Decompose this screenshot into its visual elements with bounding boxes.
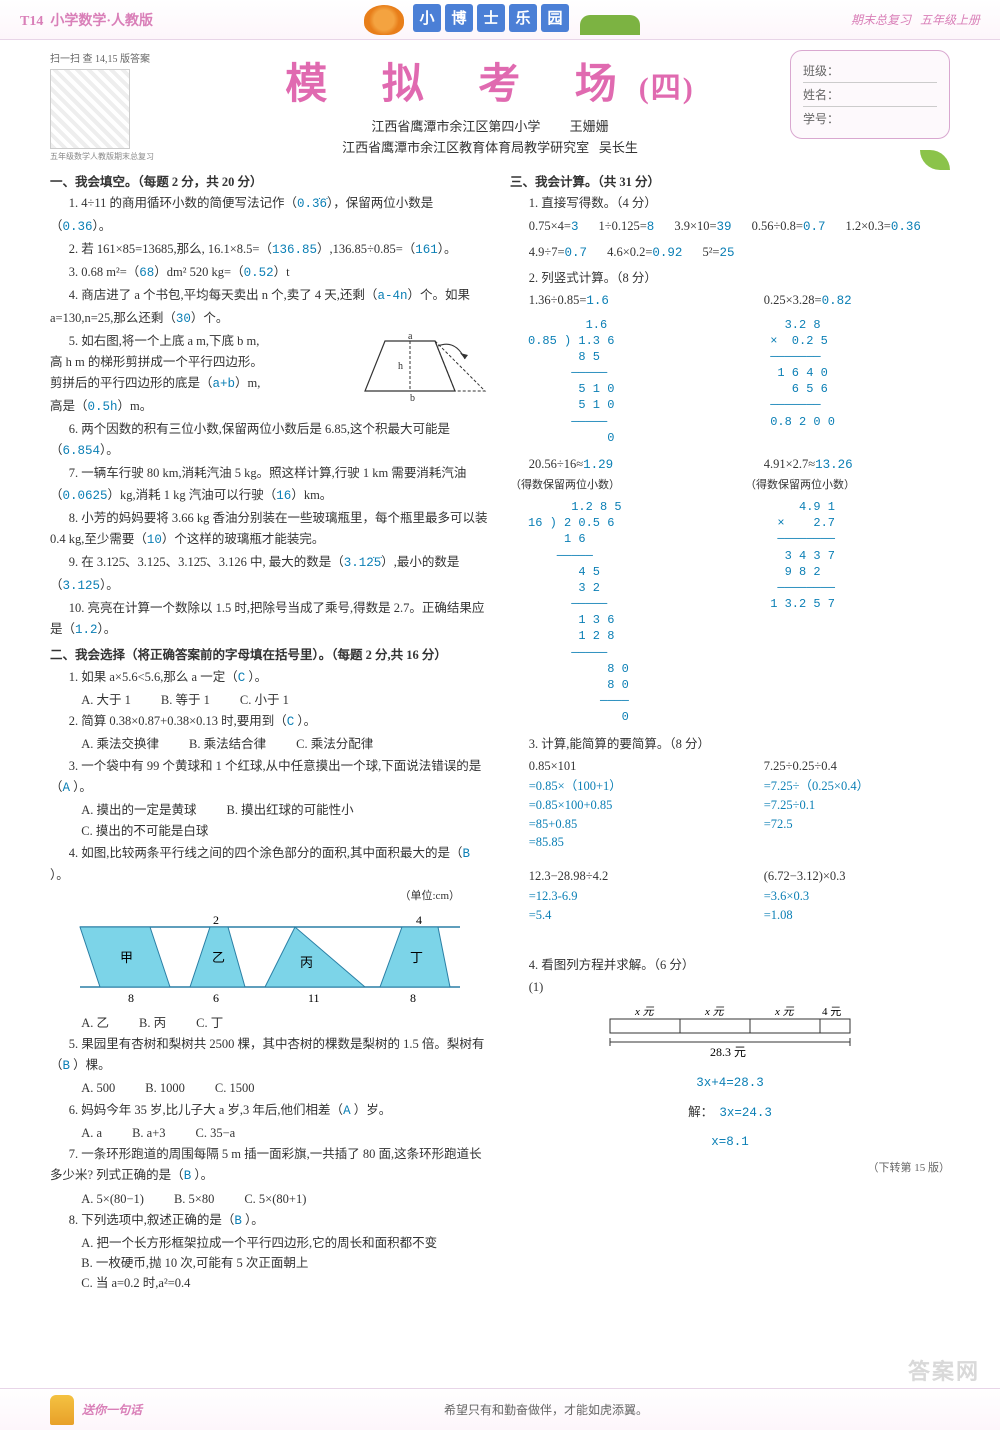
q2-2-opts: A. 乘法交换律B. 乘法结合律C. 乘法分配律 (50, 734, 490, 755)
svg-text:8: 8 (128, 991, 134, 1005)
header-row: 扫一扫 查 14,15 版答案 五年级数学人教版期末总复习 模 拟 考 场(四)… (0, 40, 1000, 168)
equation-diagram: x 元 x 元 x 元 4 元 28.3 元 (510, 1004, 950, 1066)
s3-p4: 4. 看图列方程并求解。（6 分） (510, 955, 950, 976)
svg-text:2: 2 (213, 913, 219, 927)
page-code: T14 小学数学·人教版 (20, 10, 153, 30)
q2-1: 1. 如果 a×5.6<5.6,那么 a 一定（C ）。 (50, 667, 490, 689)
svg-text:丁: 丁 (410, 950, 423, 965)
exam-title: 模 拟 考 场(四) (190, 50, 790, 111)
name-field[interactable]: 姓名： (803, 83, 937, 107)
id-field[interactable]: 学号： (803, 107, 937, 130)
footer-center: 希望只有和勤奋做伴，才能如虎添翼。 (142, 1401, 950, 1418)
giraffe-icon (50, 1395, 74, 1425)
svg-text:x 元: x 元 (634, 1006, 655, 1018)
mental-calc-grid: 0.75×4=3 1÷0.125=8 3.9×10=39 0.56÷0.8=0.… (510, 216, 950, 265)
q2-5: 5. 果园里有杏树和梨树共 2500 棵，其中杏树的棵数是梨树的 1.5 倍。梨… (50, 1034, 490, 1078)
s3-p2: 2. 列竖式计算。（8 分） (510, 268, 950, 289)
svg-text:h: h (398, 361, 403, 372)
q1-8: 8. 小芳的妈妈要将 3.66 kg 香油分别装在一些玻璃瓶里，每个瓶里最多可以… (50, 508, 490, 552)
longmul-1: 3.2 8 × 0.2 5 ─────── 1 6 4 0 6 5 6 ────… (763, 317, 950, 430)
svg-text:乙: 乙 (212, 950, 225, 965)
shapes-unit: （单位:cm） (50, 887, 490, 906)
tile-row: 小 博 士 乐 园 (413, 4, 569, 32)
s3-p1: 1. 直接写得数。（4 分） (510, 193, 950, 214)
class-field[interactable]: 班级： (803, 59, 937, 83)
svg-text:11: 11 (308, 991, 320, 1005)
longdiv-2: 1.2 8 5 16 ) 2 0.5 6 1 6 ───── 4 5 3 2 ─… (528, 499, 715, 726)
qr-label: 扫一扫 查 14,15 版答案 (50, 50, 190, 65)
round-note-2: （得数保留两位小数） (745, 476, 950, 495)
q2-8-opts: A. 把一个长方形框架拉成一个平行四边形,它的周长和面积都不变B. 一枚硬币,抛… (50, 1233, 490, 1293)
svg-text:a: a (408, 331, 413, 342)
q1-7: 7. 一辆车行驶 80 km,消耗汽油 5 kg。照这样计算,行驶 1 km 需… (50, 463, 490, 507)
title-column: 模 拟 考 场(四) 江西省鹰潭市余江区第四小学 王姗姗 江西省鹰潭市余江区教育… (190, 50, 790, 159)
footer-left: 送你一句话 (82, 1401, 142, 1418)
svg-text:x 元: x 元 (774, 1006, 795, 1018)
q2-4-opts: A. 乙B. 丙C. 丁 (50, 1013, 490, 1034)
s3-p3: 3. 计算,能简算的要简算。（8 分） (510, 734, 950, 755)
turn-note: （下转第 15 版） (510, 1159, 950, 1178)
q2-3: 3. 一个袋中有 99 个黄球和 1 个红球,从中任意摸出一个球,下面说法错误的… (50, 756, 490, 800)
q2-8: 8. 下列选项中,叙述正确的是（B ）。 (50, 1210, 490, 1232)
lion-icon (364, 5, 404, 35)
round-note-1: （得数保留两位小数） (510, 476, 715, 495)
section-2-head: 二、我会选择（将正确答案前的字母填在括号里）。（每题 2 分,共 16 分） (50, 645, 490, 666)
q1-5: 5. 如右图,将一个上底 a m,下底 b m, 高 h m 的梯形剪拼成一个平… (50, 331, 490, 418)
svg-text:丙: 丙 (300, 955, 313, 970)
shapes-diagram: 甲 8 乙 2 6 丙 11 丁 4 8 (50, 912, 490, 1007)
qr-code-icon (50, 69, 130, 149)
grass-icon (580, 15, 640, 35)
q1-9: 9. 在 3.1̇25̇、3.125、3.12̇5̇、3.126 中, 最大的数… (50, 552, 490, 597)
content: 一、我会填空。（每题 2 分，共 20 分） 1. 4÷11 的商用循环小数的简… (0, 168, 1000, 1303)
q1-4: 4. 商店进了 a 个书包,平均每天卖出 n 个,卖了 4 天,还剩（a-4n）… (50, 285, 490, 330)
q2-5-opts: A. 500B. 1000C. 1500 (50, 1078, 490, 1099)
top-center: 小 博 士 乐 园 (153, 4, 851, 36)
q2-6: 6. 妈妈今年 35 岁,比儿子大 a 岁,3 年后,他们相差（A ）岁。 (50, 1100, 490, 1122)
authors: 江西省鹰潭市余江区第四小学 王姗姗 江西省鹰潭市余江区教育体育局教学研究室 吴长… (190, 117, 790, 159)
q2-2: 2. 简算 0.38×0.87+0.38×0.13 时,要用到（C ）。 (50, 711, 490, 733)
q2-6-opts: A. aB. a+3C. 35−a (50, 1123, 490, 1144)
svg-text:6: 6 (213, 991, 219, 1005)
q1-10: 10. 亮亮在计算一个数除以 1.5 时,把除号当成了乘号,得数是 2.7。正确… (50, 598, 490, 642)
leaf-icon (920, 150, 950, 170)
left-column: 一、我会填空。（每题 2 分，共 20 分） 1. 4÷11 的商用循环小数的简… (50, 172, 490, 1293)
right-column: 三、我会计算。（共 31 分） 1. 直接写得数。（4 分） 0.75×4=3 … (510, 172, 950, 1293)
student-info-box: 班级： 姓名： 学号： (790, 50, 950, 139)
footer: 送你一句话 希望只有和勤奋做伴，才能如虎添翼。 (0, 1388, 1000, 1430)
simplify-row2: 12.3−28.98÷4.2=12.3-6.9 =5.4 (6.72−3.12)… (510, 866, 950, 925)
q2-7-opts: A. 5×(80−1)B. 5×80C. 5×(80+1) (50, 1189, 490, 1210)
svg-text:8: 8 (410, 991, 416, 1005)
section-1-head: 一、我会填空。（每题 2 分，共 20 分） (50, 172, 490, 193)
svg-text:4: 4 (416, 913, 422, 927)
equation-solve: 3x+4=28.3 解： 3x=24.3 x=8.1 (510, 1073, 950, 1154)
q1-2: 2. 若 161×85=13685,那么, 16.1×8.5=（136.85）,… (50, 239, 490, 261)
svg-text:4 元: 4 元 (822, 1006, 841, 1018)
top-bar: T14 小学数学·人教版 小 博 士 乐 园 期末总复习 五年级上册 (0, 0, 1000, 40)
s3-p4-sub: (1) (510, 977, 950, 998)
vertical-calc-row2: 20.56÷16≈1.29 （得数保留两位小数） 1.2 8 5 16 ) 2 … (510, 454, 950, 734)
svg-text:x 元: x 元 (704, 1006, 725, 1018)
trapezoid-diagram: a b h (360, 331, 490, 401)
svg-text:28.3 元: 28.3 元 (710, 1045, 746, 1059)
svg-text:b: b (410, 393, 415, 401)
top-right: 期末总复习 五年级上册 (851, 11, 980, 28)
simplify-row1: 0.85×101=0.85×（100+1） =0.85×100+0.85 =85… (510, 756, 950, 852)
q1-1: 1. 4÷11 的商用循环小数的简便写法记作（0.3̇6̇），保留两位小数是（0… (50, 193, 490, 238)
longmul-2: 4.9 1 × 2.7 ──────── 3 4 3 7 9 8 2 ─────… (763, 499, 950, 612)
qr-sub: 五年级数学人教版期末总复习 (50, 151, 190, 162)
section-3-head: 三、我会计算。（共 31 分） (510, 172, 950, 193)
q2-1-opts: A. 大于 1B. 等于 1C. 小于 1 (50, 690, 490, 711)
q1-3: 3. 0.68 m²=（68）dm² 520 kg=（0.52）t (50, 262, 490, 284)
watermark: 答案网 (908, 1354, 980, 1386)
longdiv-1: 1.6 0.85 ) 1.3 6 8 5 ───── 5 1 0 5 1 0 ─… (528, 317, 715, 447)
q2-3-opts: A. 摸出的一定是黄球B. 摸出红球的可能性小C. 摸出的不可能是白球 (50, 800, 490, 843)
vertical-calc-row1: 1.36÷0.85=1.6 1.6 0.85 ) 1.3 6 8 5 ─────… (510, 290, 950, 454)
q1-6: 6. 两个因数的积有三位小数,保留两位小数后是 6.85,这个积最大可能是（6.… (50, 419, 490, 463)
svg-text:甲: 甲 (120, 950, 133, 965)
qr-column: 扫一扫 查 14,15 版答案 五年级数学人教版期末总复习 (50, 50, 190, 162)
q2-4: 4. 如图,比较两条平行线之间的四个涂色部分的面积,其中面积最大的是（B ）。 (50, 843, 490, 887)
q2-7: 7. 一条环形跑道的周围每隔 5 m 插一面彩旗,一共插了 80 面,这条环形跑… (50, 1144, 490, 1188)
